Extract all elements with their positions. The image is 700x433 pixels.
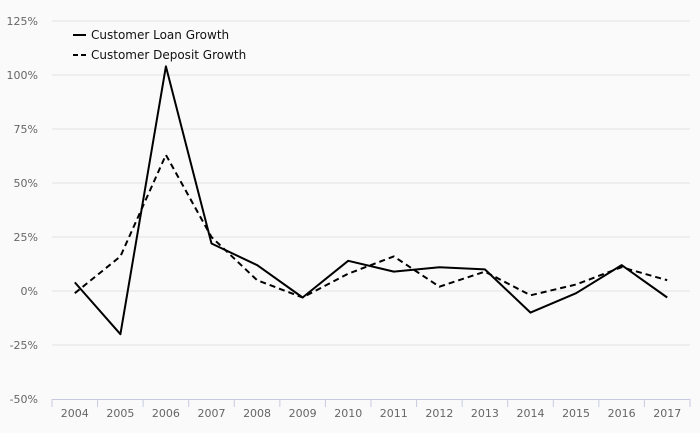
legend-label-deposit: Customer Deposit Growth	[91, 48, 246, 62]
legend: Customer Loan Growth Customer Deposit Gr…	[73, 28, 246, 62]
x-tick-label: 2010	[334, 407, 362, 420]
x-tick-label: 2005	[106, 407, 134, 420]
x-axis: 2004 2005 2006 2007 2008 2009 2010 2011 2012 2013…	[51, 399, 691, 420]
y-tick-label: -25%	[10, 339, 38, 352]
x-tick-label: 2008	[243, 407, 271, 420]
y-tick-label: 50%	[14, 177, 38, 190]
x-tick-label: 2004	[61, 407, 89, 420]
series-line-loan-growth	[74, 65, 668, 336]
y-tick-label: 125%	[7, 15, 38, 28]
legend-label-loan: Customer Loan Growth	[91, 28, 229, 42]
x-tick-label: 2016	[608, 407, 636, 420]
x-tick-label: 2012	[425, 407, 453, 420]
x-tick-label: 2006	[152, 407, 180, 420]
x-tick-label: 2011	[380, 407, 408, 420]
y-tick-label: 0%	[21, 285, 38, 298]
y-tick-label: 25%	[14, 231, 38, 244]
x-tick-label: 2009	[289, 407, 317, 420]
x-tick-label: 2013	[471, 407, 499, 420]
y-tick-label: 100%	[7, 69, 38, 82]
series-lines	[74, 65, 668, 336]
gridlines	[52, 20, 690, 346]
y-tick-label: 75%	[14, 123, 38, 136]
y-axis: -50% -25% 0% 25% 50% 75% 100% 125%	[7, 15, 38, 406]
x-tick-label: 2014	[517, 407, 545, 420]
y-tick-label: -50%	[10, 393, 38, 406]
x-tick-label: 2015	[562, 407, 590, 420]
x-tick-label: 2007	[198, 407, 226, 420]
series-line-deposit-growth	[74, 153, 668, 299]
x-tick-label: 2017	[653, 407, 681, 420]
